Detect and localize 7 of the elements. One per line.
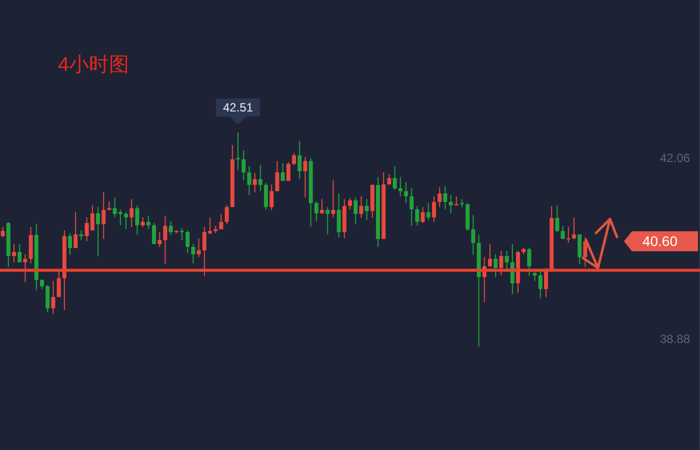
annotation: 42.51	[222, 100, 254, 115]
price-tag: 40.60	[624, 231, 698, 252]
tooltip: 42.51	[216, 98, 260, 125]
annotation: 40.60	[642, 233, 678, 250]
text: 4小时图	[58, 54, 130, 76]
y-tick-label: 42.06	[660, 151, 690, 166]
y-tick-label: 38.88	[660, 332, 690, 346]
